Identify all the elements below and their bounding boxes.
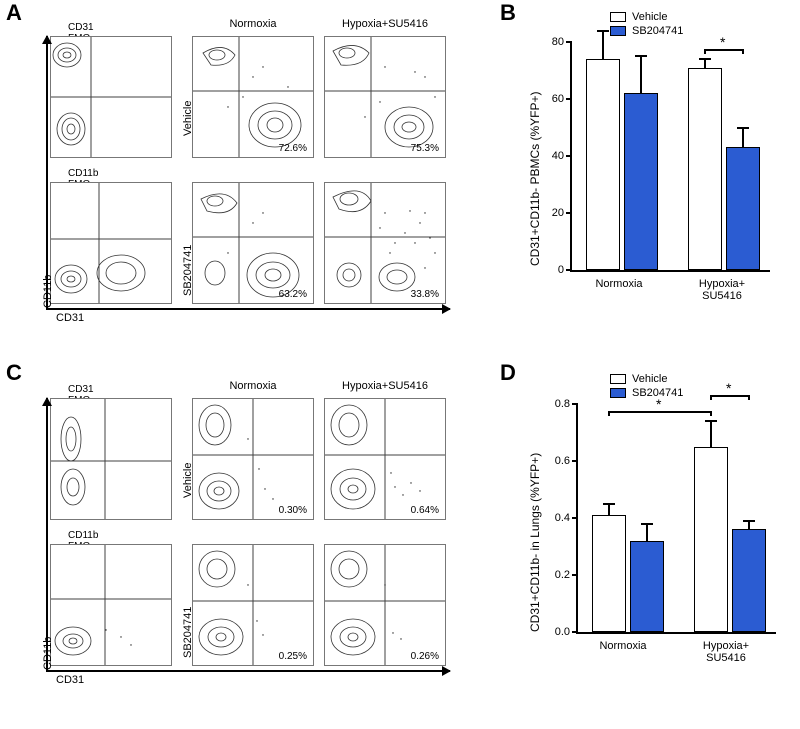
panel-a-ylab: CD11b bbox=[42, 275, 54, 308]
plot-c-r1c2: 0.64% bbox=[324, 398, 446, 520]
plot-a-r1c1: 72.6% bbox=[192, 36, 314, 158]
sig-star: * bbox=[656, 396, 661, 412]
bar-Normoxia-SB204741 bbox=[630, 541, 664, 632]
plot-a-r1c2: 75.3% bbox=[324, 36, 446, 158]
bar-Hypoxia-Vehicle bbox=[688, 68, 722, 270]
legend-vehicle-txt-d: Vehicle bbox=[632, 373, 667, 385]
ytick-label: 60 bbox=[552, 93, 572, 105]
ytick-label: 40 bbox=[552, 150, 572, 162]
panel-b-plot-area: 020406080* bbox=[570, 42, 770, 272]
c-fmo-plot-top bbox=[50, 398, 172, 520]
ytick-label: 0.0 bbox=[555, 626, 578, 638]
legend-drug-box bbox=[610, 26, 626, 36]
sig-star: * bbox=[720, 34, 725, 50]
panel-b-ylabel: CD31+CD11b- PBMCs (%YFP+) bbox=[528, 92, 542, 267]
pct-c-r2c2: 0.26% bbox=[411, 651, 439, 662]
bar-Normoxia-Vehicle bbox=[586, 59, 620, 270]
pct-a-r2c1: 63.2% bbox=[279, 289, 307, 300]
bar-Hypoxia-Vehicle bbox=[694, 447, 728, 632]
pct-c-r1c2: 0.64% bbox=[411, 505, 439, 516]
c-col-header-hypoxia: Hypoxia+SU5416 bbox=[324, 380, 446, 392]
legend-drug-txt: SB204741 bbox=[632, 25, 683, 37]
legend-vehicle-box-d bbox=[610, 374, 626, 384]
pct-a-r1c2: 75.3% bbox=[411, 143, 439, 154]
panel-d-grp2: Hypoxia+ SU5416 bbox=[678, 640, 774, 664]
pct-a-r1c1: 72.6% bbox=[279, 143, 307, 154]
panel-d-plot-area: 0.00.20.40.60.8** bbox=[576, 404, 776, 634]
ytick-label: 0.4 bbox=[555, 512, 578, 524]
panel-label-b: B bbox=[500, 0, 516, 26]
plot-c-r2c2: 0.26% bbox=[324, 544, 446, 666]
legend-vehicle-box bbox=[610, 12, 626, 22]
panel-a-xlab: CD31 bbox=[56, 312, 84, 324]
panel-b-grp1: Normoxia bbox=[574, 278, 664, 290]
panel-d-ylabel: CD31+CD11b- in Lungs (%YFP+) bbox=[528, 453, 542, 632]
ytick-label: 0.2 bbox=[555, 569, 578, 581]
col-header-hypoxia: Hypoxia+SU5416 bbox=[324, 18, 446, 30]
bar-Normoxia-Vehicle bbox=[592, 515, 626, 632]
pct-a-r2c2: 33.8% bbox=[411, 289, 439, 300]
ytick-label: 20 bbox=[552, 207, 572, 219]
panel-a-y-arrow bbox=[46, 36, 48, 308]
panel-c-x-arrow bbox=[46, 670, 450, 672]
panel-b-grp2: Hypoxia+ SU5416 bbox=[674, 278, 770, 302]
c-fmo-plot-bottom bbox=[50, 544, 172, 666]
bar-Normoxia-SB204741 bbox=[624, 93, 658, 270]
plot-c-r2c1: 0.25% bbox=[192, 544, 314, 666]
panel-d-barchart: Vehicle SB204741 CD31+CD11b- in Lungs (%… bbox=[520, 374, 780, 694]
panel-a-x-arrow bbox=[46, 308, 450, 310]
panel-b-barchart: Vehicle SB204741 CD31+CD11b- PBMCs (%YFP… bbox=[520, 12, 780, 332]
pct-c-r1c1: 0.30% bbox=[279, 505, 307, 516]
panel-c-y-arrow bbox=[46, 398, 48, 670]
ytick-label: 0.8 bbox=[555, 398, 578, 410]
panel-d-grp1: Normoxia bbox=[578, 640, 668, 652]
panel-label-a: A bbox=[6, 0, 22, 26]
plot-a-r2c1: 63.2% bbox=[192, 182, 314, 304]
sig-star: * bbox=[726, 380, 731, 396]
col-header-normoxia: Normoxia bbox=[192, 18, 314, 30]
ytick-label: 0 bbox=[558, 264, 572, 276]
panel-label-d: D bbox=[500, 360, 516, 386]
panel-c-xlab: CD31 bbox=[56, 674, 84, 686]
legend-vehicle-txt: Vehicle bbox=[632, 11, 667, 23]
pct-c-r2c1: 0.25% bbox=[279, 651, 307, 662]
bar-Hypoxia-SB204741 bbox=[726, 147, 760, 270]
legend-drug-box-d bbox=[610, 388, 626, 398]
c-col-header-normoxia: Normoxia bbox=[192, 380, 314, 392]
panel-label-c: C bbox=[6, 360, 22, 386]
plot-c-r1c1: 0.30% bbox=[192, 398, 314, 520]
ytick-label: 0.6 bbox=[555, 455, 578, 467]
plot-a-r2c2: 33.8% bbox=[324, 182, 446, 304]
ytick-label: 80 bbox=[552, 36, 572, 48]
bar-Hypoxia-SB204741 bbox=[732, 529, 766, 632]
panel-c-ylab: CD11b bbox=[42, 637, 54, 670]
fmo-plot-top bbox=[50, 36, 172, 158]
fmo-plot-bottom bbox=[50, 182, 172, 304]
